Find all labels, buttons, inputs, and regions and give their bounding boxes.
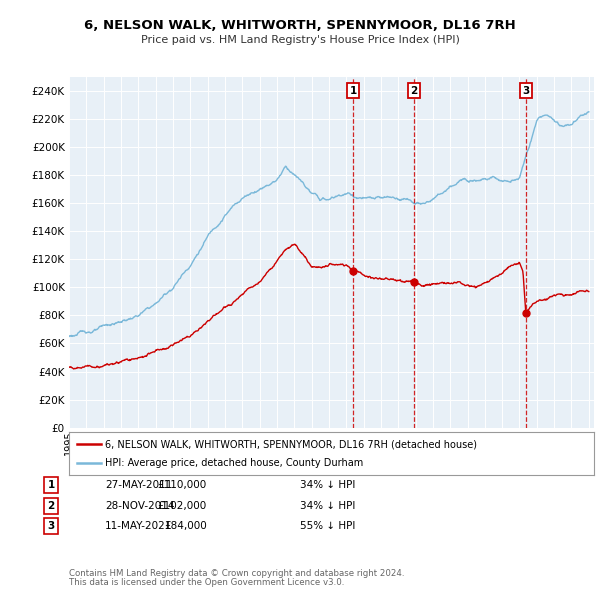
Text: 2: 2 bbox=[410, 86, 418, 96]
Text: 1: 1 bbox=[47, 480, 55, 490]
Text: 34% ↓ HPI: 34% ↓ HPI bbox=[300, 501, 355, 510]
Text: 34% ↓ HPI: 34% ↓ HPI bbox=[300, 480, 355, 490]
Text: 28-NOV-2014: 28-NOV-2014 bbox=[105, 501, 175, 510]
Text: This data is licensed under the Open Government Licence v3.0.: This data is licensed under the Open Gov… bbox=[69, 578, 344, 588]
Text: 27-MAY-2011: 27-MAY-2011 bbox=[105, 480, 172, 490]
Text: 11-MAY-2021: 11-MAY-2021 bbox=[105, 522, 172, 531]
Text: HPI: Average price, detached house, County Durham: HPI: Average price, detached house, Coun… bbox=[105, 458, 363, 468]
Text: 6, NELSON WALK, WHITWORTH, SPENNYMOOR, DL16 7RH (detached house): 6, NELSON WALK, WHITWORTH, SPENNYMOOR, D… bbox=[105, 440, 476, 450]
Text: 6, NELSON WALK, WHITWORTH, SPENNYMOOR, DL16 7RH: 6, NELSON WALK, WHITWORTH, SPENNYMOOR, D… bbox=[84, 19, 516, 32]
Text: 2: 2 bbox=[47, 501, 55, 510]
Text: Contains HM Land Registry data © Crown copyright and database right 2024.: Contains HM Land Registry data © Crown c… bbox=[69, 569, 404, 578]
Text: 55% ↓ HPI: 55% ↓ HPI bbox=[300, 522, 355, 531]
Text: 3: 3 bbox=[47, 522, 55, 531]
Text: £84,000: £84,000 bbox=[164, 522, 207, 531]
Text: 1: 1 bbox=[350, 86, 357, 96]
Text: Price paid vs. HM Land Registry's House Price Index (HPI): Price paid vs. HM Land Registry's House … bbox=[140, 35, 460, 45]
Text: 3: 3 bbox=[522, 86, 530, 96]
Text: £102,000: £102,000 bbox=[158, 501, 207, 510]
Text: £110,000: £110,000 bbox=[158, 480, 207, 490]
